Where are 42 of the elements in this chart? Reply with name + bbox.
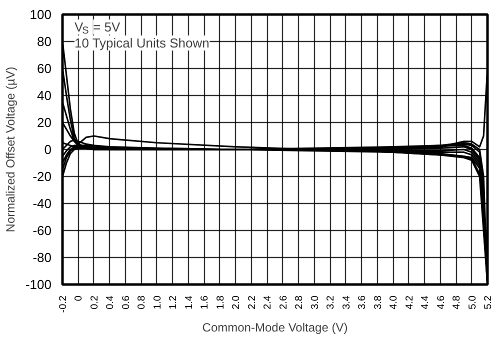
y-tick-label: -60: [32, 223, 52, 238]
x-tick-label: 1.6: [200, 295, 211, 310]
y-tick-label: 60: [37, 61, 52, 76]
y-tick-label: 100: [30, 7, 52, 22]
x-tick-label: 0.6: [120, 295, 132, 310]
annotation: 10 Typical Units Shown: [74, 36, 210, 50]
x-tick-label: 4.2: [404, 295, 416, 310]
x-tick-label: 4.6: [436, 295, 447, 310]
x-tick-label: 1.0: [152, 295, 164, 310]
x-tick-label: 1.8: [215, 295, 226, 310]
x-tick-label: 0.2: [89, 295, 100, 310]
x-tick-label: 1.4: [184, 295, 195, 310]
x-tick-label: 2.6: [278, 295, 290, 310]
y-tick-label: -80: [32, 250, 52, 265]
x-tick-label: 3.4: [341, 295, 352, 310]
x-tick-label: 2.2: [246, 295, 258, 310]
x-tick-label: 1.2: [168, 295, 180, 310]
y-tick-label: -20: [32, 169, 52, 184]
x-axis-title: Common-Mode Voltage (V): [202, 320, 348, 335]
x-tick-label: 5.2: [483, 295, 494, 310]
x-tick-label: -0.2: [58, 295, 69, 313]
y-axis-title: Normalized Offset Voltage (µV): [3, 66, 18, 232]
y-tick-label: -100: [25, 277, 52, 292]
x-tick-label: 5.0: [467, 295, 478, 310]
x-tick-label: 4.0: [388, 295, 400, 310]
x-tick-label: 4.4: [420, 295, 432, 310]
y-tick-label: 20: [37, 115, 52, 130]
x-tick-label: 3.6: [357, 295, 368, 310]
x-tick-label: 3.0: [310, 295, 321, 310]
y-tick-label: 0: [44, 142, 52, 157]
x-tick-label: 0: [74, 295, 85, 302]
y-tick-label: 40: [37, 88, 52, 103]
x-tick-label: 0.4: [105, 295, 116, 310]
x-tick-label: 2.8: [294, 295, 306, 310]
y-tick-label: 80: [37, 34, 52, 49]
x-tick-label: 3.2: [326, 295, 337, 310]
x-tick-label: 3.8: [372, 295, 384, 310]
x-tick-label: 2.0: [231, 295, 242, 310]
x-tick-label: 4.8: [452, 295, 463, 310]
x-tick-label: 0.8: [136, 295, 148, 310]
y-tick-label: -40: [32, 196, 52, 211]
x-tick-label: 2.4: [262, 295, 274, 310]
